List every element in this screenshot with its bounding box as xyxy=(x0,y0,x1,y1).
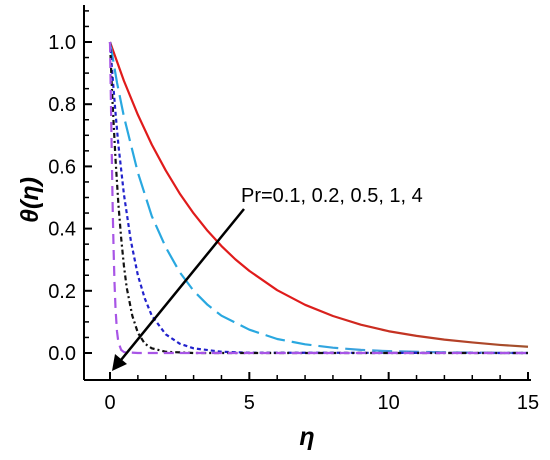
x-tick-label-3: 15 xyxy=(517,392,539,414)
y-tick-label-0: 0.0 xyxy=(48,343,76,365)
y-tick-label-1: 0.2 xyxy=(48,281,76,303)
x-tick-label-1: 5 xyxy=(244,392,255,414)
x-tick-label-2: 10 xyxy=(378,392,400,414)
series-line-4 xyxy=(108,41,528,355)
x-axis-title: η xyxy=(299,423,314,451)
plot-area: 0 5 10 15 0.0 0.2 0.4 0.6 0.8 1.0 xyxy=(48,5,539,414)
y-axis-title: θ(η) xyxy=(16,177,44,223)
y-tick-label-2: 0.4 xyxy=(48,219,76,241)
y-ticks: 0.0 0.2 0.4 0.6 0.8 1.0 xyxy=(48,10,92,365)
annotation-arrowhead xyxy=(112,354,127,371)
series-group xyxy=(108,41,529,355)
x-tick-label-0: 0 xyxy=(104,392,115,414)
annotation-arrow-line xyxy=(120,208,245,361)
y-tick-label-5: 1.0 xyxy=(48,32,76,54)
series-line-1 xyxy=(108,41,529,355)
x-ticks: 0 5 10 15 xyxy=(104,372,539,414)
series-line-0 xyxy=(108,41,529,348)
annotation-text: Pr=0.1, 0.2, 0.5, 1, 4 xyxy=(241,185,423,207)
series-line-2 xyxy=(108,41,529,355)
y-tick-label-4: 0.8 xyxy=(48,94,76,116)
y-tick-label-3: 0.6 xyxy=(48,156,76,178)
annotation: Pr=0.1, 0.2, 0.5, 1, 4 xyxy=(112,185,423,371)
